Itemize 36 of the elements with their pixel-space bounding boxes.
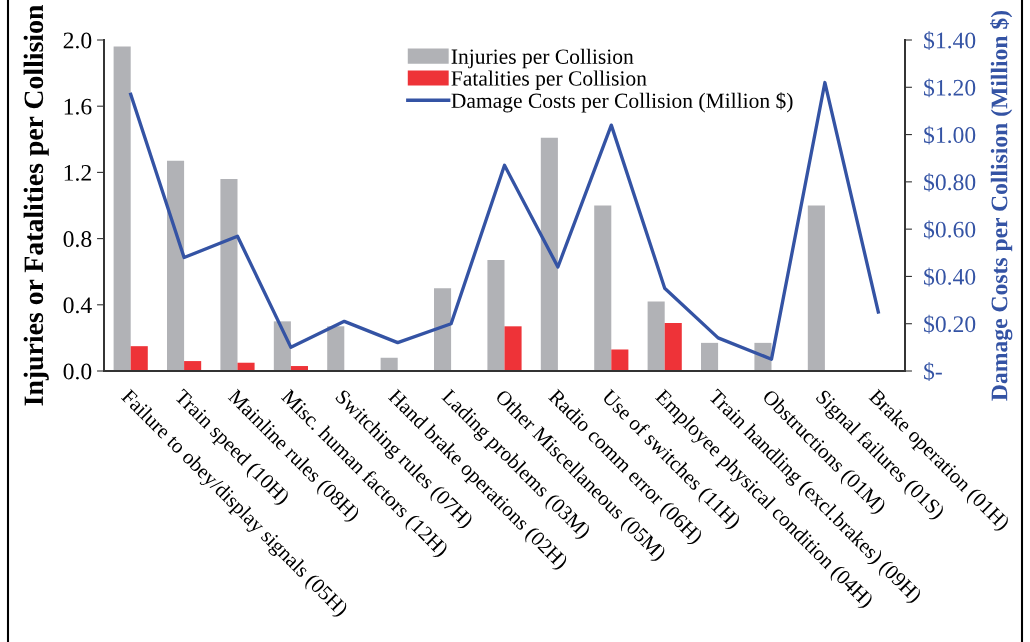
y-tick-label: 0.4 [63,297,92,314]
y2-axis-title: Damage Costs per Collision (Million $) [990,10,1013,401]
y2-tick-label: $0.80 [924,172,976,192]
bar [701,342,719,371]
bar [434,288,452,371]
y-tick-label: 1.2 [64,164,91,181]
bar [380,357,398,371]
y2-tick-label: $1.20 [924,78,976,98]
y-tick-label: 1.6 [64,98,92,115]
legend-label: Fatalities per Collision [451,70,647,91]
bar [167,160,185,371]
y2-tick-label: $- [924,362,942,381]
y-axis-title: Injuries or Fatalities per Collision [23,5,49,406]
legend-label: Damage Costs per Collision (Million $) [451,92,793,113]
bar [327,326,345,371]
y2-tick-label: $0.60 [924,220,976,240]
bar [130,346,148,371]
y-tick-label: 0.8 [63,231,92,248]
y2-tick-label: $1.00 [924,125,976,145]
bar [540,137,558,371]
bar [504,326,522,371]
bar [113,46,131,371]
y2-tick-label: $1.40 [924,31,976,50]
bar [611,349,629,371]
legend-label: Injuries per Collision [451,48,634,69]
y-tick-label: 2.0 [63,32,92,49]
bar [807,205,825,371]
bar [487,260,505,371]
y2-tick-label: $0.20 [924,314,976,334]
bar [220,179,238,371]
bar [664,323,682,371]
y-tick-label: 0.0 [63,363,92,380]
bar [184,361,202,371]
bar [647,301,665,371]
bar [594,205,612,371]
y2-tick-label: $0.40 [924,267,976,287]
